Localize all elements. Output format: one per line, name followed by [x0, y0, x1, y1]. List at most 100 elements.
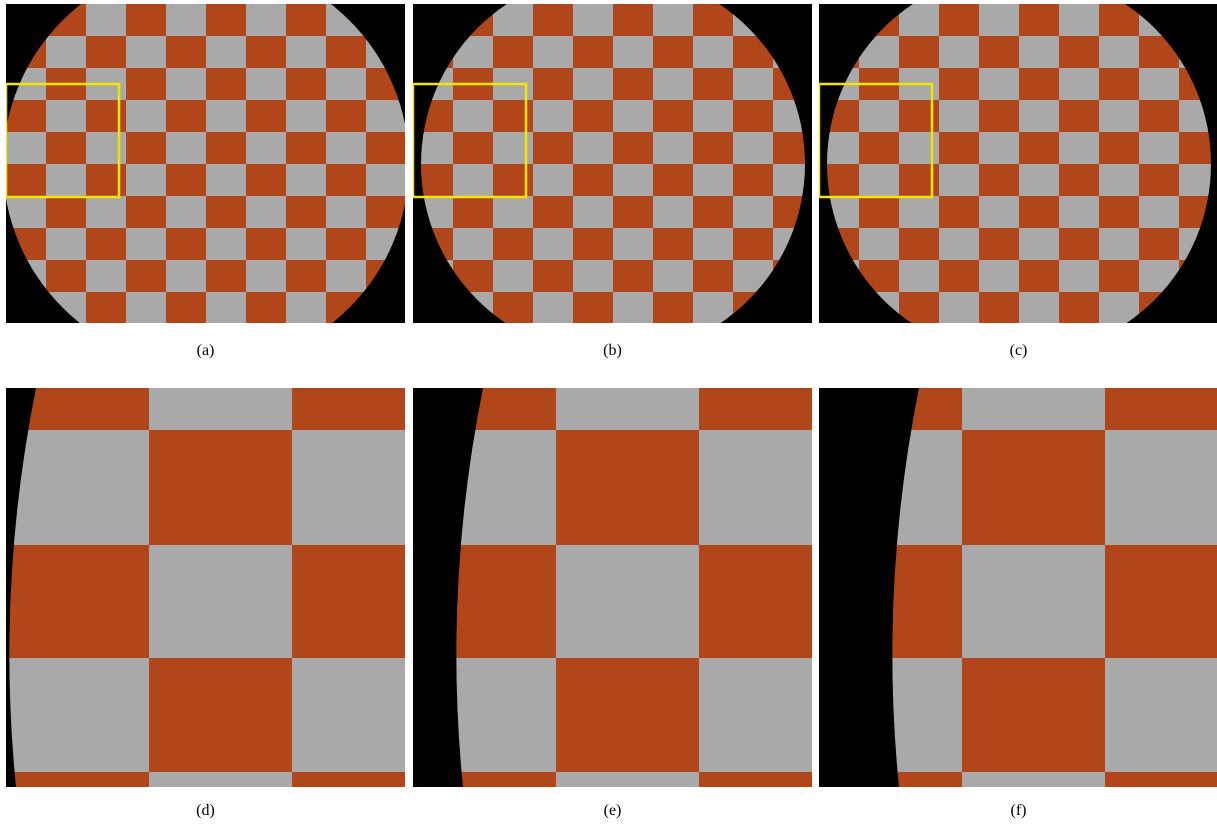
tile — [573, 196, 613, 228]
tile — [899, 260, 939, 292]
tile — [699, 545, 812, 658]
checker-tiles — [413, 4, 812, 323]
tile — [326, 68, 366, 100]
tile — [493, 196, 533, 228]
tile — [149, 772, 292, 787]
tile — [653, 100, 693, 132]
tile — [1019, 100, 1059, 132]
tile — [206, 292, 246, 323]
image-panel — [819, 4, 1217, 323]
tile — [693, 228, 733, 260]
tile — [1059, 228, 1099, 260]
tile — [326, 36, 366, 68]
tile — [149, 658, 292, 772]
tile — [286, 36, 326, 68]
tile — [206, 196, 246, 228]
tile — [1105, 388, 1217, 430]
tile — [573, 228, 613, 260]
tile — [939, 68, 979, 100]
tile — [206, 260, 246, 292]
tile — [126, 196, 166, 228]
tile — [899, 196, 939, 228]
tile — [1059, 132, 1099, 164]
tile — [693, 196, 733, 228]
tile — [6, 196, 46, 228]
tile — [533, 100, 573, 132]
image-panel — [413, 4, 812, 323]
caption: (e) — [413, 802, 812, 820]
tile — [126, 292, 166, 323]
tile — [149, 388, 292, 430]
tile — [1105, 545, 1217, 658]
tile — [613, 164, 653, 196]
tile — [1019, 68, 1059, 100]
tile — [939, 260, 979, 292]
tile — [366, 100, 405, 132]
tile — [859, 100, 899, 132]
tile — [286, 164, 326, 196]
tile — [166, 292, 206, 323]
image-panel — [413, 388, 812, 787]
tile — [1019, 4, 1059, 36]
tile — [733, 164, 773, 196]
tile — [1099, 100, 1139, 132]
tile — [693, 164, 733, 196]
image-panel — [819, 388, 1217, 787]
tile — [573, 292, 613, 323]
tile — [899, 292, 939, 323]
tile — [733, 100, 773, 132]
tile — [573, 132, 613, 164]
tile — [699, 772, 812, 787]
tile — [166, 68, 206, 100]
tile — [899, 228, 939, 260]
tile — [979, 196, 1019, 228]
tile — [939, 132, 979, 164]
checkerboard-image — [413, 4, 812, 323]
tile — [46, 36, 86, 68]
tile — [653, 68, 693, 100]
tile — [246, 132, 286, 164]
tile — [962, 388, 1105, 430]
tile — [292, 772, 405, 787]
tile — [493, 228, 533, 260]
tile — [1059, 164, 1099, 196]
tile — [533, 132, 573, 164]
tile — [366, 132, 405, 164]
tile — [653, 260, 693, 292]
tile — [1019, 164, 1059, 196]
tile — [533, 164, 573, 196]
tile — [939, 100, 979, 132]
tile — [733, 228, 773, 260]
tile — [573, 164, 613, 196]
tile — [1099, 292, 1139, 323]
tile — [613, 68, 653, 100]
tile — [979, 260, 1019, 292]
tile — [1019, 292, 1059, 323]
tile — [1099, 68, 1139, 100]
caption: (f) — [819, 802, 1217, 820]
tile — [6, 132, 46, 164]
tile — [6, 658, 149, 772]
tile — [899, 36, 939, 68]
tile — [166, 164, 206, 196]
tile — [1139, 132, 1179, 164]
tile — [286, 4, 326, 36]
tile — [859, 196, 899, 228]
image-panel — [6, 388, 405, 787]
tile — [206, 100, 246, 132]
tile — [1019, 132, 1059, 164]
tile — [939, 164, 979, 196]
checkerboard-image — [819, 4, 1217, 323]
tile — [533, 228, 573, 260]
tile — [653, 164, 693, 196]
tile — [733, 68, 773, 100]
tile — [246, 100, 286, 132]
tile — [533, 196, 573, 228]
tile — [86, 196, 126, 228]
tile — [166, 4, 206, 36]
tile — [326, 228, 366, 260]
image-panel — [6, 4, 405, 323]
tile — [166, 36, 206, 68]
tile — [699, 658, 812, 772]
tile — [573, 260, 613, 292]
